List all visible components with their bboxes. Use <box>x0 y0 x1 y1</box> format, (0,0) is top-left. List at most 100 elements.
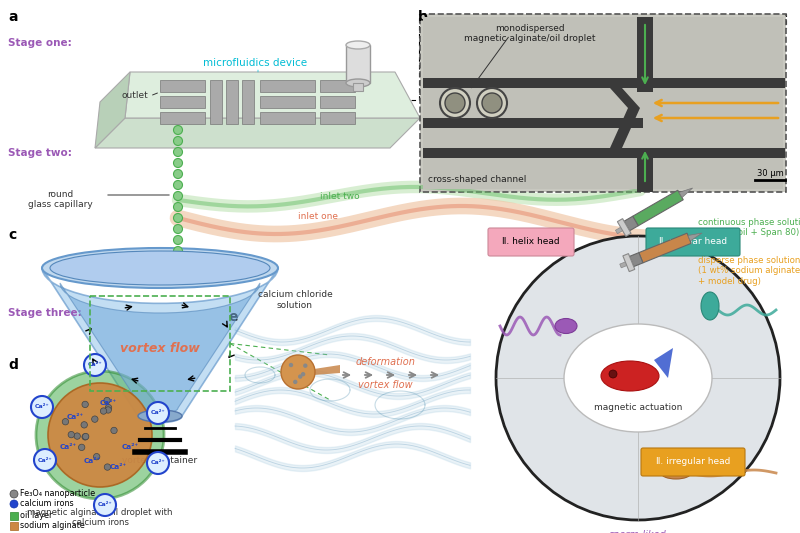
Text: round
glass capillary: round glass capillary <box>28 190 92 209</box>
Polygon shape <box>688 233 702 241</box>
Bar <box>353 83 363 91</box>
Text: Ca²⁺: Ca²⁺ <box>150 410 166 416</box>
Text: disperse phase solution
(1 wt% sodium alginate + Fe₃O₄ nanoparticle
+ model drug: disperse phase solution (1 wt% sodium al… <box>698 256 800 286</box>
Circle shape <box>81 422 87 428</box>
Bar <box>423 17 783 189</box>
Bar <box>320 80 355 92</box>
Text: Ⅱ. helix head: Ⅱ. helix head <box>502 238 560 246</box>
Bar <box>210 80 222 124</box>
Text: Ca²⁺: Ca²⁺ <box>99 400 117 406</box>
Bar <box>320 96 355 108</box>
Circle shape <box>174 191 182 200</box>
Polygon shape <box>654 348 673 378</box>
Bar <box>226 80 238 124</box>
Circle shape <box>111 427 118 434</box>
Text: sperm-liked
microswimmers: sperm-liked microswimmers <box>599 530 677 533</box>
Circle shape <box>609 370 617 378</box>
Text: Ca²⁺: Ca²⁺ <box>88 362 102 367</box>
Text: outlet: outlet <box>122 92 148 101</box>
Circle shape <box>147 402 169 424</box>
Text: cross-shaped channel: cross-shaped channel <box>428 175 526 184</box>
Circle shape <box>92 416 98 422</box>
FancyBboxPatch shape <box>488 228 574 256</box>
Text: d: d <box>8 358 18 372</box>
Polygon shape <box>95 72 130 148</box>
Polygon shape <box>620 260 632 268</box>
Circle shape <box>82 401 88 408</box>
Ellipse shape <box>564 324 712 432</box>
Bar <box>423 78 643 88</box>
Circle shape <box>48 383 152 487</box>
Polygon shape <box>679 188 693 198</box>
FancyBboxPatch shape <box>646 228 740 256</box>
Text: Stage two:: Stage two: <box>8 148 72 158</box>
Text: vortex flow: vortex flow <box>358 380 412 390</box>
Circle shape <box>68 431 74 438</box>
Text: Stage three:: Stage three: <box>8 308 82 318</box>
Ellipse shape <box>701 292 719 320</box>
Polygon shape <box>623 254 635 272</box>
Circle shape <box>36 371 164 499</box>
Ellipse shape <box>346 79 370 87</box>
Bar <box>160 112 205 124</box>
Text: vortex flow: vortex flow <box>120 342 200 354</box>
Circle shape <box>174 203 182 212</box>
Ellipse shape <box>346 41 370 49</box>
Bar <box>635 78 785 88</box>
Polygon shape <box>639 233 691 263</box>
Text: deformation: deformation <box>355 357 415 367</box>
Circle shape <box>301 372 306 376</box>
Ellipse shape <box>661 467 691 479</box>
Bar <box>160 80 205 92</box>
Bar <box>242 80 254 124</box>
Text: Ca²⁺: Ca²⁺ <box>122 444 138 450</box>
Text: monodispersed
magnetic alginate/oil droplet: monodispersed magnetic alginate/oil drop… <box>464 24 596 43</box>
Circle shape <box>174 224 182 233</box>
Circle shape <box>174 158 182 167</box>
Polygon shape <box>624 216 638 231</box>
Circle shape <box>31 396 53 418</box>
Circle shape <box>482 93 502 113</box>
FancyBboxPatch shape <box>641 448 745 476</box>
Bar <box>260 96 315 108</box>
Text: inlet two: inlet two <box>320 192 360 201</box>
Bar <box>260 80 315 92</box>
Text: Ca²⁺: Ca²⁺ <box>34 405 50 409</box>
Bar <box>423 148 643 158</box>
Circle shape <box>445 93 465 113</box>
Polygon shape <box>60 283 260 414</box>
Circle shape <box>82 433 89 440</box>
Circle shape <box>174 136 182 146</box>
Circle shape <box>94 494 116 516</box>
Text: Stage one:: Stage one: <box>8 38 72 48</box>
Polygon shape <box>610 88 640 148</box>
Circle shape <box>174 214 182 222</box>
Text: Ca²⁺: Ca²⁺ <box>83 458 101 464</box>
Polygon shape <box>42 268 278 423</box>
Circle shape <box>174 125 182 134</box>
Circle shape <box>104 464 110 470</box>
Circle shape <box>105 407 111 413</box>
Bar <box>160 96 205 108</box>
Circle shape <box>94 454 100 460</box>
Text: c: c <box>8 228 16 242</box>
Ellipse shape <box>601 361 659 391</box>
Text: vortex container: vortex container <box>122 456 198 465</box>
Text: sodium alginate: sodium alginate <box>20 521 85 530</box>
Text: magnetic alginate/oil droplet with
calcium irons: magnetic alginate/oil droplet with calci… <box>27 508 173 527</box>
Text: Ca²⁺: Ca²⁺ <box>38 457 52 463</box>
Bar <box>90 296 230 391</box>
Text: Ca²⁺: Ca²⁺ <box>59 444 77 450</box>
Bar <box>346 45 370 83</box>
Circle shape <box>174 181 182 190</box>
Text: inlet one: inlet one <box>298 212 338 221</box>
Text: Ⅱ. regular head: Ⅱ. regular head <box>659 238 727 246</box>
Polygon shape <box>633 190 683 226</box>
Circle shape <box>477 88 507 118</box>
Circle shape <box>289 363 294 367</box>
Circle shape <box>174 246 182 255</box>
Text: calcium chloride
solution: calcium chloride solution <box>258 290 332 310</box>
Bar <box>420 14 786 192</box>
Circle shape <box>84 354 106 376</box>
Text: Ca²⁺: Ca²⁺ <box>66 414 83 420</box>
